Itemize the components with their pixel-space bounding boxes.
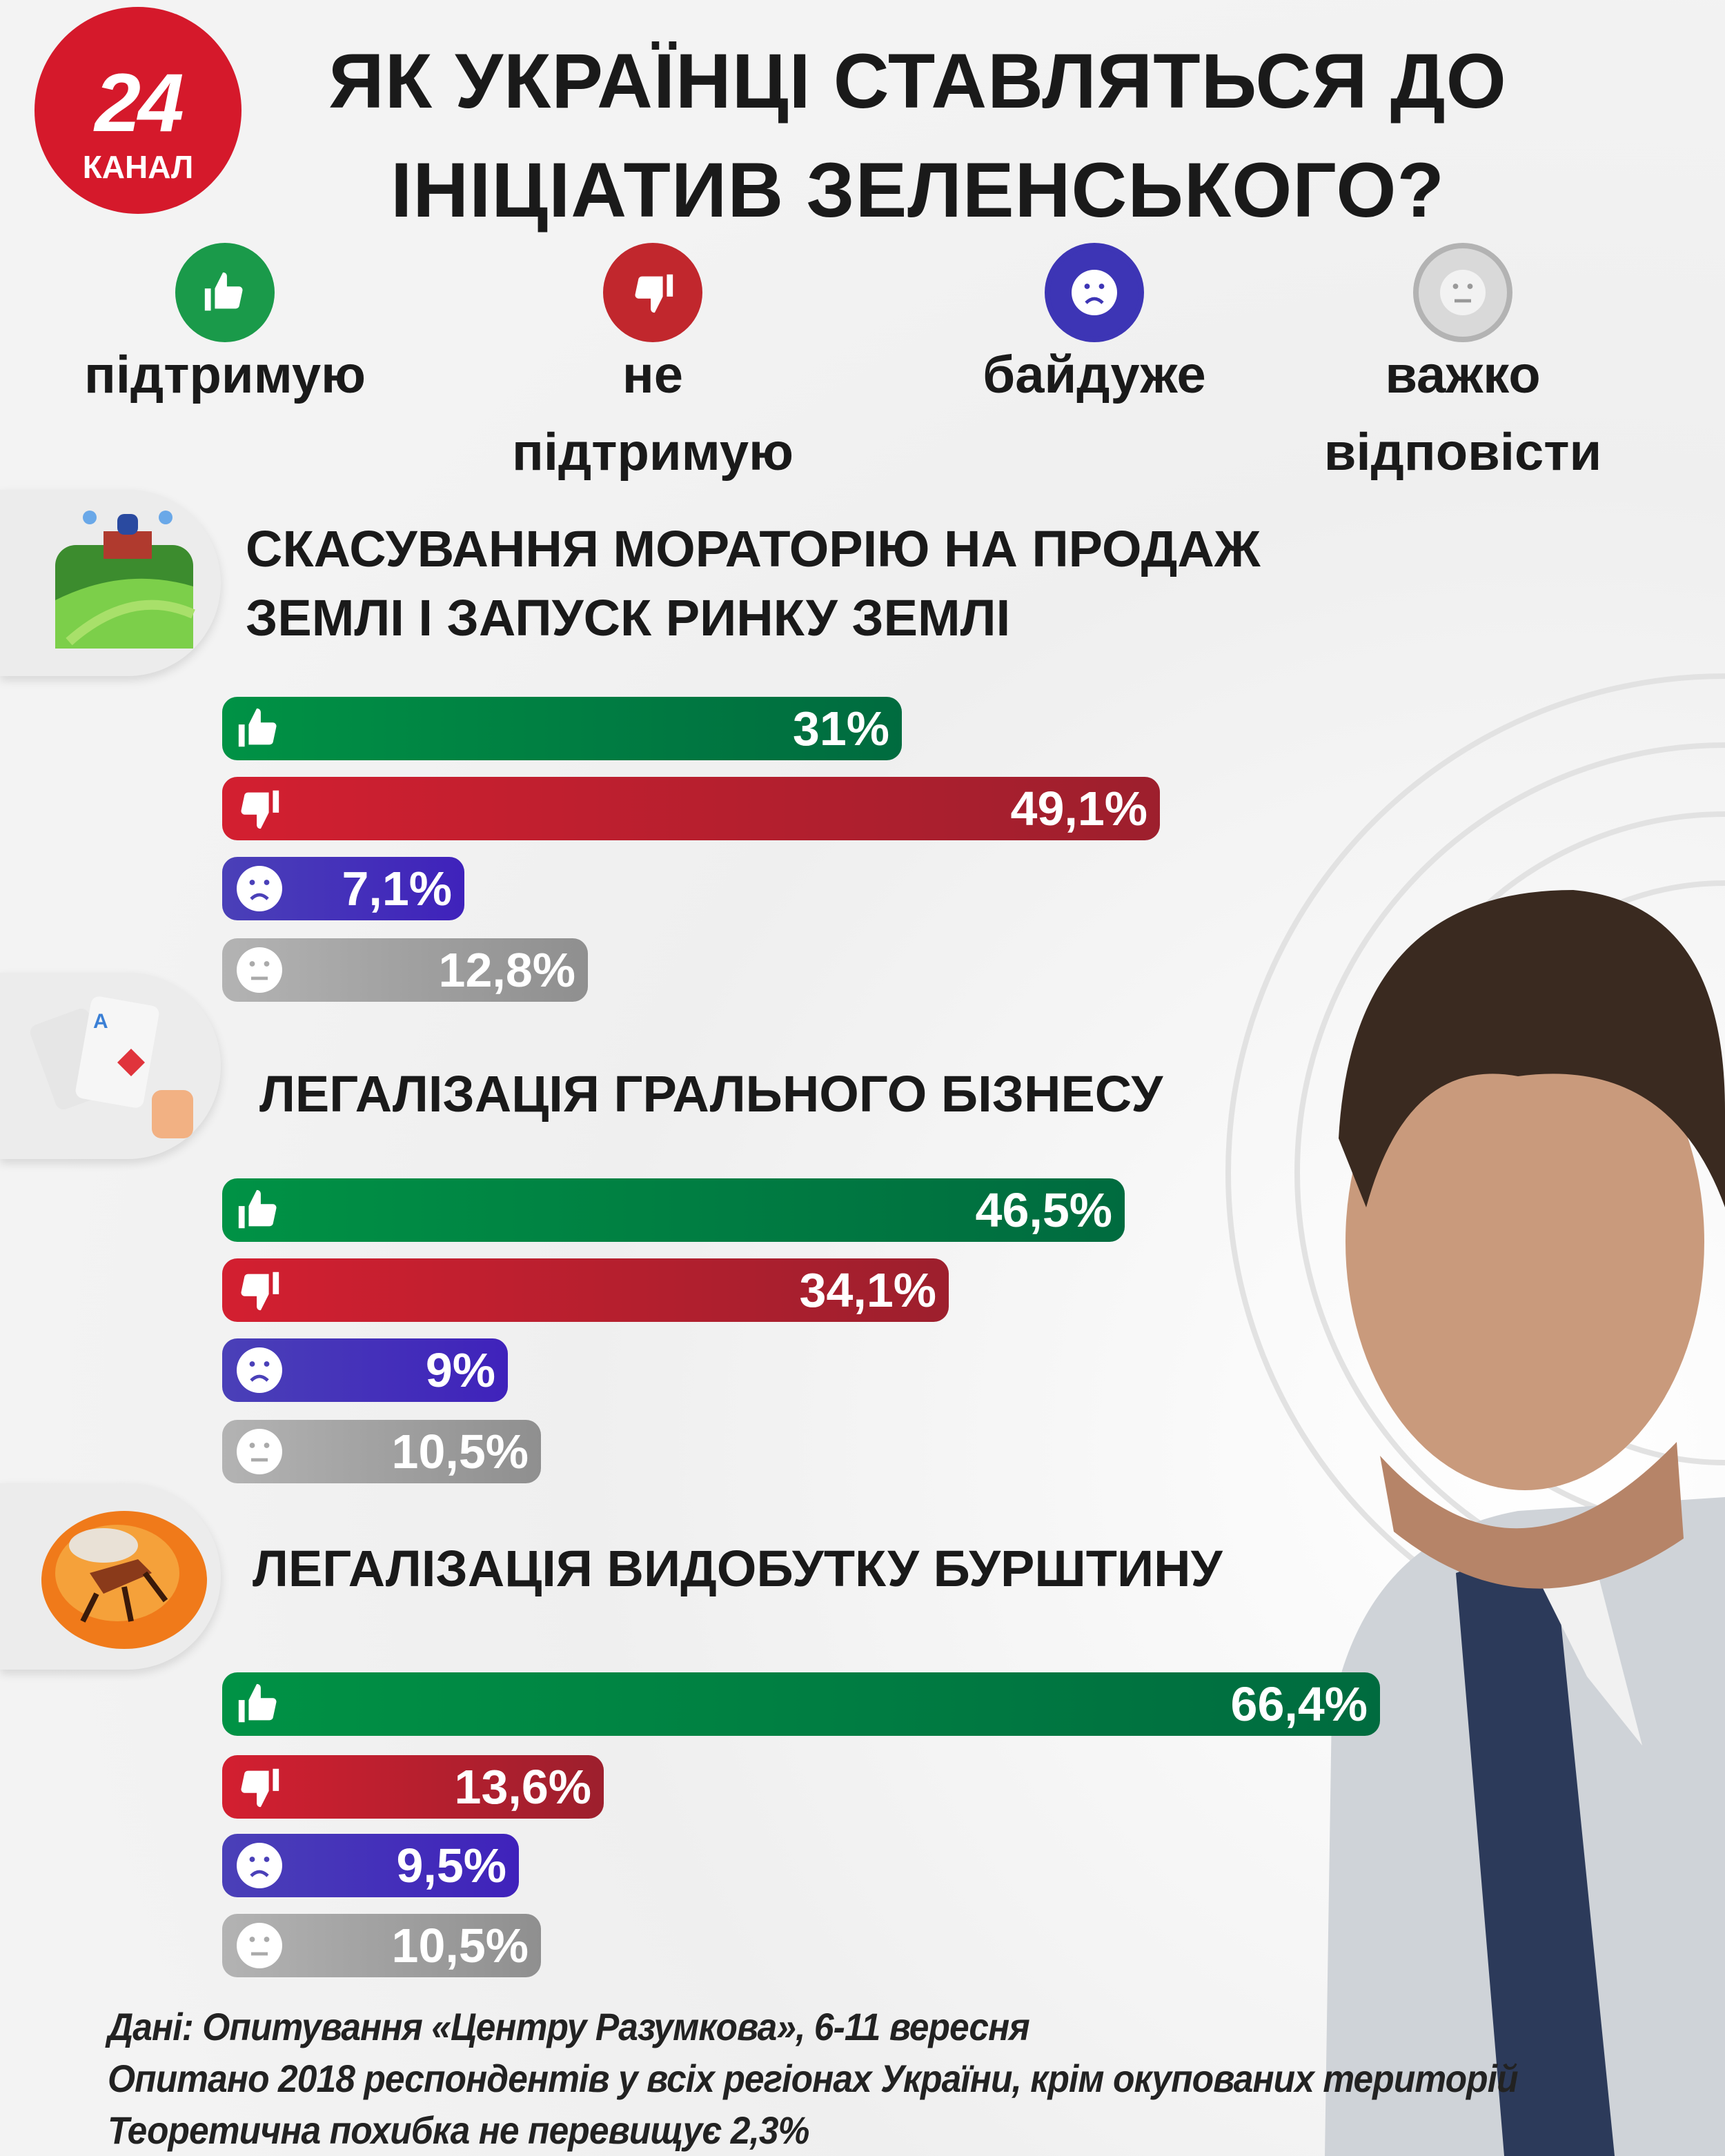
sad-face-icon <box>235 864 284 913</box>
bar-value-label: 49,1% <box>1010 782 1147 835</box>
thumbs-up-icon <box>235 1186 283 1234</box>
logo-number: 24 <box>95 57 184 149</box>
bar-neutral: 10,5% <box>222 1914 541 1977</box>
sad-face-icon <box>235 1841 284 1890</box>
legend-label: байдуже <box>983 346 1206 404</box>
section-icon-badge <box>0 1483 221 1670</box>
bar-up: 46,5% <box>222 1178 1125 1242</box>
amber-insect-icon <box>28 1497 214 1659</box>
legend-label: відповісти <box>1323 423 1602 482</box>
channel-logo: 24 КАНАЛ <box>34 7 241 214</box>
bar-sad: 7,1% <box>222 857 464 920</box>
bar-value-label: 13,6% <box>454 1760 591 1814</box>
thumbs-up-icon <box>235 704 283 753</box>
neutral-face-icon <box>1413 243 1512 342</box>
bar-value-label: 7,1% <box>342 862 452 916</box>
thumbs-up-icon <box>175 243 275 342</box>
bar-value-label: 34,1% <box>799 1263 936 1317</box>
bar-value-label: 9,5% <box>396 1839 506 1892</box>
page-title-line-2: ІНІЦІАТИВ ЗЕЛЕНСЬКОГО? <box>391 147 1445 233</box>
bar-down: 13,6% <box>222 1755 604 1819</box>
bar-neutral: 10,5% <box>222 1420 541 1483</box>
bar-up: 66,4% <box>222 1672 1380 1736</box>
bar-value-label: 10,5% <box>391 1425 529 1478</box>
thumbs-up-icon <box>235 1680 283 1728</box>
playing-cards-icon: A <box>28 987 214 1149</box>
bar-value-label: 46,5% <box>975 1183 1112 1237</box>
bar-sad: 9,5% <box>222 1834 519 1897</box>
footer-sample: Опитано 2018 респондентів у всіх регіона… <box>108 2057 1519 2100</box>
bar-value-label: 9% <box>425 1343 495 1397</box>
neutral-face-icon <box>235 1921 284 1970</box>
sad-face-icon <box>235 1345 284 1395</box>
bar-neutral: 12,8% <box>222 938 588 1002</box>
neutral-face-icon <box>235 1427 284 1476</box>
bar-value-label: 10,5% <box>391 1919 529 1972</box>
thumbs-down-icon <box>235 784 283 833</box>
legend-label: важко <box>1385 346 1541 404</box>
section-icon-badge <box>0 490 221 676</box>
bar-value-label: 66,4% <box>1230 1677 1368 1731</box>
svg-text:A: A <box>93 1010 108 1033</box>
logo-text: КАНАЛ <box>82 149 194 185</box>
farmland-icon <box>28 504 214 666</box>
section-title: ЛЕГАЛІЗАЦІЯ ВИДОБУТКУ БУРШТИНУ <box>253 1540 1223 1597</box>
bar-value-label: 12,8% <box>438 943 575 997</box>
page-title-line-1: ЯК УКРАЇНЦІ СТАВЛЯТЬСЯ ДО <box>328 38 1507 124</box>
bar-value-label: 31% <box>792 702 889 755</box>
section-title: ЗЕМЛІ І ЗАПУСК РИНКУ ЗЕМЛІ <box>246 589 1011 646</box>
legend-label: не <box>622 346 684 404</box>
politician-photo <box>1325 890 1725 2156</box>
bar-up: 31% <box>222 697 902 760</box>
legend-label: підтримую <box>83 346 366 404</box>
sad-face-icon <box>1045 243 1144 342</box>
footer-source: Дані: Опитування «Центру Разумкова», 6-1… <box>108 2005 1030 2048</box>
thumbs-down-icon <box>235 1266 283 1314</box>
neutral-face-icon <box>235 945 284 995</box>
thumbs-down-icon <box>603 243 702 342</box>
section-title: СКАСУВАННЯ МОРАТОРІЮ НА ПРОДАЖ <box>246 520 1261 577</box>
thumbs-down-icon <box>235 1763 283 1811</box>
bar-down: 34,1% <box>222 1258 949 1322</box>
section-icon-badge: A <box>0 973 221 1159</box>
section-title: ЛЕГАЛІЗАЦІЯ ГРАЛЬНОГО БІЗНЕСУ <box>259 1065 1163 1122</box>
bar-down: 49,1% <box>222 777 1160 840</box>
footer-error: Теоретична похибка не перевищує 2,3% <box>108 2108 809 2152</box>
legend-label: підтримую <box>511 423 794 482</box>
bar-sad: 9% <box>222 1338 508 1402</box>
